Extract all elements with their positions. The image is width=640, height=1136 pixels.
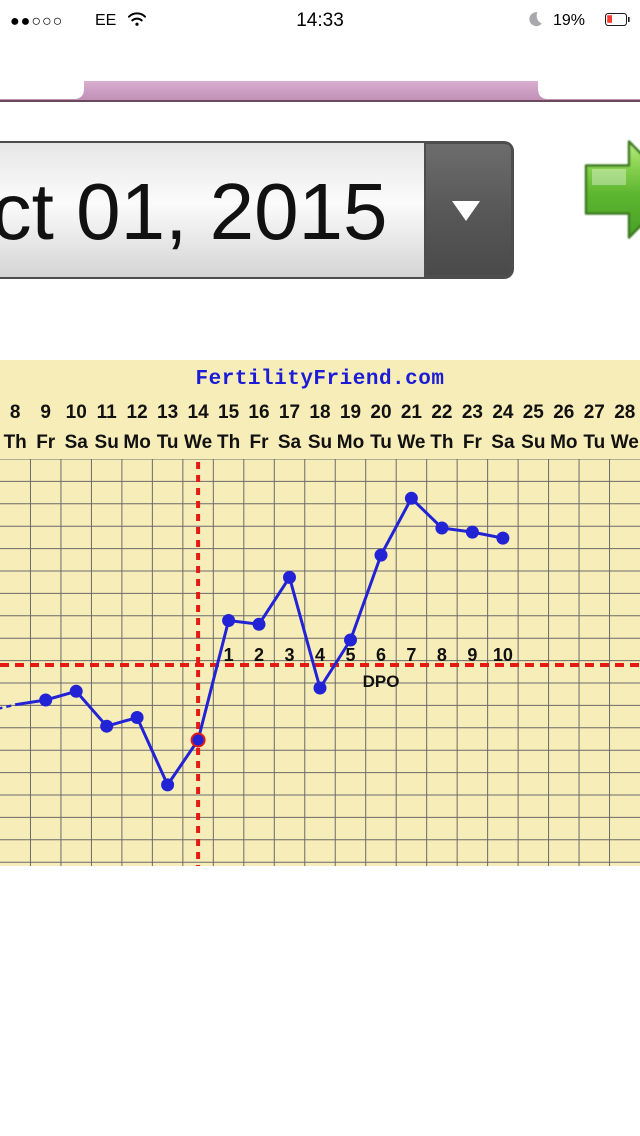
svg-text:8: 8 — [10, 402, 21, 423]
svg-text:DPO: DPO — [363, 672, 400, 691]
svg-text:Fr: Fr — [250, 432, 270, 453]
svg-text:23: 23 — [462, 402, 483, 423]
svg-text:9: 9 — [40, 402, 51, 423]
svg-text:Th: Th — [430, 432, 453, 453]
svg-text:28: 28 — [614, 402, 635, 423]
svg-text:13: 13 — [157, 402, 178, 423]
svg-text:Mo: Mo — [337, 432, 364, 453]
svg-text:Su: Su — [521, 432, 545, 453]
svg-text:8: 8 — [437, 645, 447, 665]
svg-text:17: 17 — [279, 402, 300, 423]
svg-text:19: 19 — [340, 402, 361, 423]
svg-text:We: We — [184, 432, 212, 453]
svg-text:Sa: Sa — [278, 432, 302, 453]
svg-text:15: 15 — [218, 402, 240, 423]
svg-text:26: 26 — [553, 402, 574, 423]
svg-text:We: We — [611, 432, 639, 453]
svg-text:21: 21 — [401, 402, 423, 423]
svg-text:20: 20 — [370, 402, 391, 423]
svg-text:27: 27 — [584, 402, 605, 423]
svg-text:5: 5 — [345, 645, 355, 665]
svg-text:Mo: Mo — [123, 432, 150, 453]
svg-text:12: 12 — [127, 402, 148, 423]
svg-text:Su: Su — [308, 432, 332, 453]
svg-text:25: 25 — [523, 402, 545, 423]
svg-text:24: 24 — [492, 402, 514, 423]
svg-text:22: 22 — [431, 402, 452, 423]
svg-text:Mo: Mo — [550, 432, 577, 453]
svg-text:Fr: Fr — [36, 432, 56, 453]
svg-text:Sa: Sa — [491, 432, 515, 453]
svg-text:14: 14 — [188, 402, 210, 423]
svg-text:Su: Su — [95, 432, 119, 453]
svg-text:16: 16 — [248, 402, 269, 423]
svg-text:Tu: Tu — [583, 432, 605, 453]
svg-text:Tu: Tu — [157, 432, 179, 453]
svg-text:18: 18 — [309, 402, 330, 423]
svg-text:9: 9 — [467, 645, 477, 665]
svg-text:7: 7 — [406, 645, 416, 665]
svg-text:Sa: Sa — [65, 432, 89, 453]
svg-text:Th: Th — [217, 432, 240, 453]
svg-text:Th: Th — [4, 432, 27, 453]
svg-text:10: 10 — [66, 402, 87, 423]
svg-text:3: 3 — [284, 645, 294, 665]
svg-text:11: 11 — [97, 402, 118, 423]
svg-text:6: 6 — [376, 645, 386, 665]
svg-text:10: 10 — [493, 645, 513, 665]
svg-text:We: We — [397, 432, 425, 453]
svg-text:2: 2 — [254, 645, 264, 665]
svg-text:1: 1 — [224, 645, 234, 665]
svg-text:Fr: Fr — [463, 432, 483, 453]
svg-text:4: 4 — [315, 645, 325, 665]
svg-text:Tu: Tu — [370, 432, 392, 453]
